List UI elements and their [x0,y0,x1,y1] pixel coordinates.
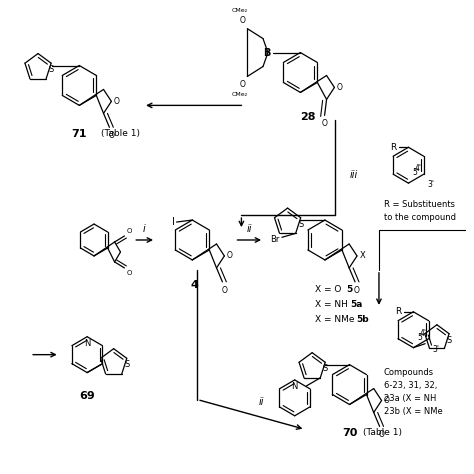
Text: O: O [227,251,232,260]
Text: S: S [48,65,54,74]
Text: O: O [322,119,328,128]
Text: 5': 5' [417,333,424,342]
Text: O: O [127,270,132,276]
Text: 4': 4' [419,329,427,338]
Text: 3': 3' [433,345,439,354]
Text: (Table 1): (Table 1) [101,129,140,138]
Text: 6-23, 31, 32,: 6-23, 31, 32, [384,381,437,390]
Text: Br: Br [271,235,280,244]
Text: (Table 1): (Table 1) [363,428,402,438]
Text: X = O: X = O [315,285,344,294]
Text: 5b: 5b [356,315,369,324]
Text: 5': 5' [412,168,419,177]
Text: R: R [395,307,401,316]
Text: 4': 4' [415,164,422,173]
Text: CMe₂: CMe₂ [231,92,247,98]
Text: X = NH: X = NH [315,300,351,309]
Text: 70: 70 [342,428,357,438]
Text: S: S [298,220,303,229]
Text: O: O [221,286,228,295]
Text: 5a: 5a [350,300,363,309]
Text: N: N [292,382,298,391]
Text: S: S [447,336,452,345]
Text: O: O [109,131,114,140]
Text: iii: iii [349,170,358,180]
Text: O: O [239,16,246,25]
Text: 23a (X = NH: 23a (X = NH [384,393,436,402]
Text: O: O [239,81,246,90]
Text: 4: 4 [191,280,198,290]
Text: ii: ii [258,398,264,408]
Text: 69: 69 [79,391,95,401]
Text: to the compound: to the compound [384,213,456,222]
Text: i: i [143,224,146,234]
Text: X = NMe: X = NMe [315,315,357,324]
Text: S: S [323,365,328,374]
Text: O: O [337,83,342,92]
Text: Compounds: Compounds [384,368,434,377]
Text: O: O [379,430,384,439]
Text: X: X [360,251,366,260]
Text: N: N [84,339,91,348]
Text: ii: ii [246,224,252,234]
Text: O: O [113,97,119,106]
Text: I: I [172,217,174,227]
Text: CMe₂: CMe₂ [231,8,247,13]
Text: 3': 3' [428,180,435,189]
Text: S: S [124,360,129,369]
Text: 71: 71 [72,129,87,139]
Text: O: O [383,396,390,405]
Text: O: O [354,286,360,295]
Text: O: O [127,228,132,234]
Text: 5: 5 [346,285,353,294]
Text: R: R [391,143,397,152]
Text: 23b (X = NMe: 23b (X = NMe [384,407,443,416]
Text: R = Substituents: R = Substituents [384,200,455,209]
Text: 28: 28 [301,112,316,122]
Text: B: B [264,47,271,57]
